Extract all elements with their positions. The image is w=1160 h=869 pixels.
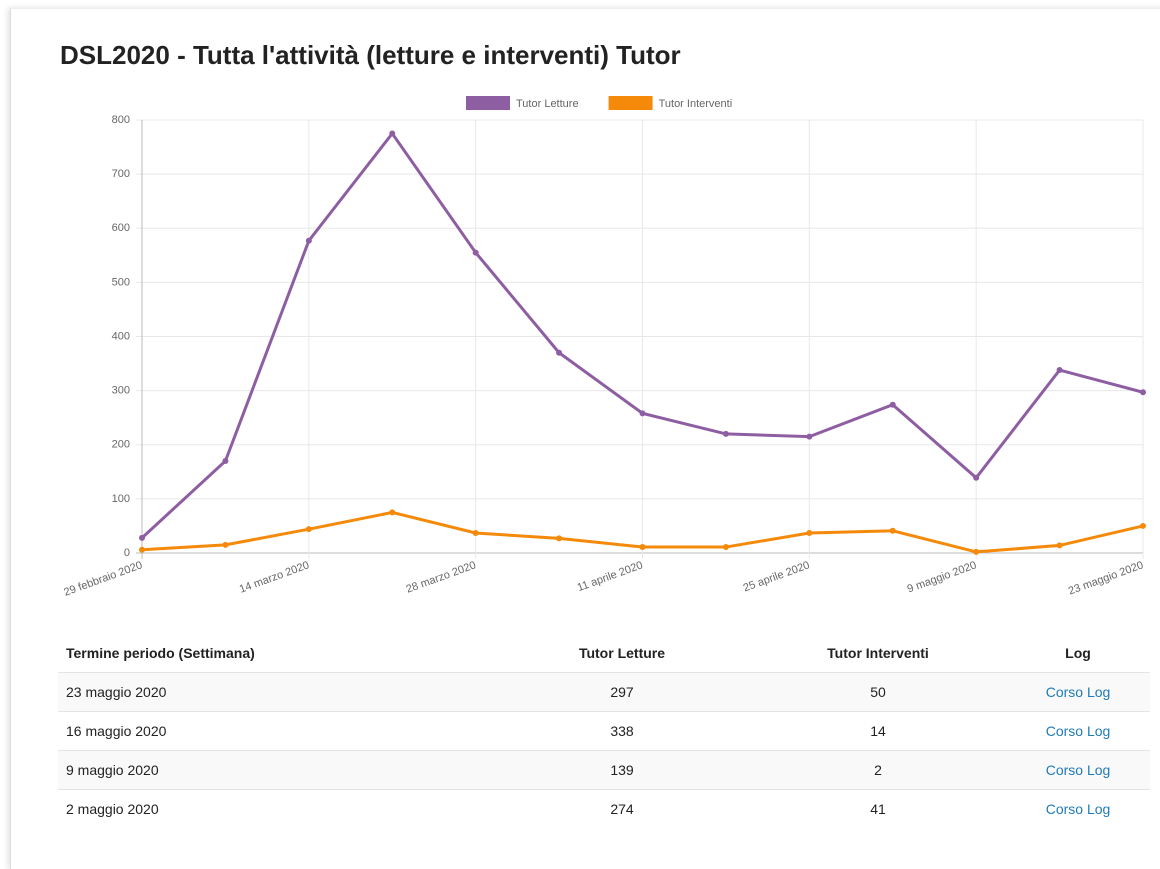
data-point: [556, 535, 563, 542]
data-point: [1140, 389, 1146, 396]
header-cell: Termine periodo (Settimana): [66, 645, 255, 661]
table-cell: 23 maggio 2020: [58, 672, 494, 712]
data-point: [973, 474, 980, 481]
header-cell: Tutor Letture: [578, 645, 666, 661]
data-point: [222, 541, 229, 548]
data-point: [722, 544, 729, 551]
data-point: [389, 509, 396, 516]
log-link[interactable]: Corso Log: [1045, 801, 1111, 817]
data-point: [806, 433, 813, 440]
data-point: [1140, 522, 1146, 529]
data-point: [305, 237, 312, 244]
log-link[interactable]: Corso Log: [1045, 723, 1111, 739]
table-cell: 16 maggio 2020: [58, 711, 494, 751]
y-tick-label: 800: [112, 114, 130, 126]
x-tick-label: 23 maggio 2020: [1067, 559, 1145, 597]
data-point: [472, 529, 479, 536]
data-point: [305, 526, 312, 533]
frame: [10, 8, 1160, 869]
data-point: [889, 527, 896, 534]
legend-label: Tutor Letture: [516, 98, 579, 110]
table-cell: 139: [494, 750, 750, 790]
data-point: [139, 534, 145, 541]
y-tick-label: 600: [112, 222, 130, 234]
y-tick-label: 100: [112, 493, 130, 505]
data-point: [973, 548, 980, 555]
page: DSL2020 - Tutta l'attività (letture e in…: [10, 8, 1160, 869]
table-cell: 9 maggio 2020: [58, 750, 494, 790]
legend-swatch: [466, 96, 510, 110]
x-tick-label: 28 marzo 2020: [405, 559, 478, 595]
header-row: Termine periodo (Settimana) Tutor Lettur…: [58, 634, 1150, 673]
y-tick-label: 300: [112, 385, 130, 397]
data-point: [639, 544, 646, 551]
data-point: [472, 249, 479, 256]
table-cell: 2 maggio 2020: [58, 789, 494, 828]
table-cell: 41: [750, 789, 1006, 828]
data-point: [556, 349, 563, 356]
table-row: 16 maggio 2020 338 14 Corso Log: [58, 711, 1150, 751]
legend-label: Tutor Interventi: [659, 98, 733, 110]
table-cell: 2: [750, 750, 1006, 790]
table-cell: 50: [750, 672, 1006, 712]
x-tick-label: 9 maggio 2020: [906, 559, 978, 595]
data-point: [222, 457, 229, 464]
chart: 0 100 200 300 400 500 600 700 800 29 febbraio 202…: [62, 96, 1146, 599]
header-cell: Log: [1065, 645, 1091, 661]
data-point: [1056, 367, 1063, 374]
data-point: [1056, 542, 1063, 549]
table-cell: 297: [494, 672, 750, 712]
header-cell: Tutor Interventi: [827, 645, 929, 661]
x-tick-label: 25 aprile 2020: [742, 559, 812, 594]
y-tick-label: 700: [112, 168, 130, 180]
x-tick-label: 29 febbraio 2020: [62, 559, 144, 599]
table-row: 9 maggio 2020 139 2 Corso Log: [58, 750, 1150, 790]
table-cell: Corso Log: [1006, 672, 1150, 712]
data-point: [722, 430, 729, 437]
x-tick-label: 14 marzo 2020: [238, 559, 311, 595]
data-point: [889, 401, 896, 408]
data-point: [389, 130, 396, 137]
y-tick-label: 500: [112, 276, 130, 288]
table-cell: 274: [494, 789, 750, 828]
y-tick-label: 200: [112, 439, 130, 451]
table-cell: 14: [750, 711, 1006, 751]
table-cell: Corso Log: [1006, 711, 1150, 751]
data-point: [639, 410, 646, 417]
page-title: DSL2020 - Tutta l'attività (letture e in…: [60, 40, 681, 70]
table-cell: Corso Log: [1006, 750, 1150, 790]
table-cell: 338: [494, 711, 750, 751]
x-tick-label: 11 aprile 2020: [576, 559, 645, 594]
y-tick-label: 400: [112, 330, 130, 342]
data-table: Termine periodo (Settimana) Tutor Lettur…: [58, 634, 1150, 828]
legend-swatch: [608, 96, 653, 110]
data-point: [806, 529, 813, 536]
data-point: [139, 546, 145, 553]
y-tick-label: 0: [124, 547, 130, 559]
log-link[interactable]: Corso Log: [1045, 684, 1111, 700]
table-row: 2 maggio 2020 274 41 Corso Log: [58, 789, 1150, 828]
table-row: 23 maggio 2020 297 50 Corso Log: [58, 672, 1150, 712]
log-link[interactable]: Corso Log: [1045, 762, 1111, 778]
table-cell: Corso Log: [1006, 789, 1150, 828]
